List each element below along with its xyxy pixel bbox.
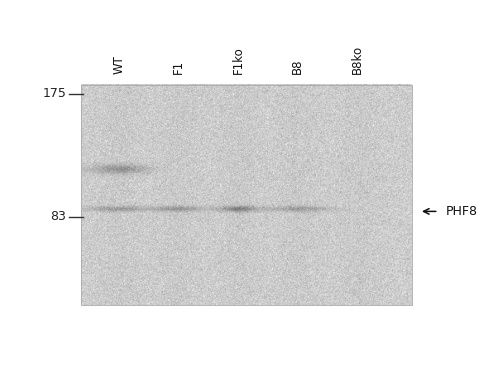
Text: F1ko: F1ko: [232, 46, 244, 74]
Text: F1: F1: [172, 60, 185, 74]
Text: PHF8: PHF8: [446, 205, 478, 218]
Text: WT: WT: [112, 55, 126, 74]
Text: B8ko: B8ko: [350, 45, 364, 74]
Text: 175: 175: [42, 87, 66, 100]
Text: 83: 83: [50, 210, 66, 224]
Text: B8: B8: [291, 58, 304, 74]
